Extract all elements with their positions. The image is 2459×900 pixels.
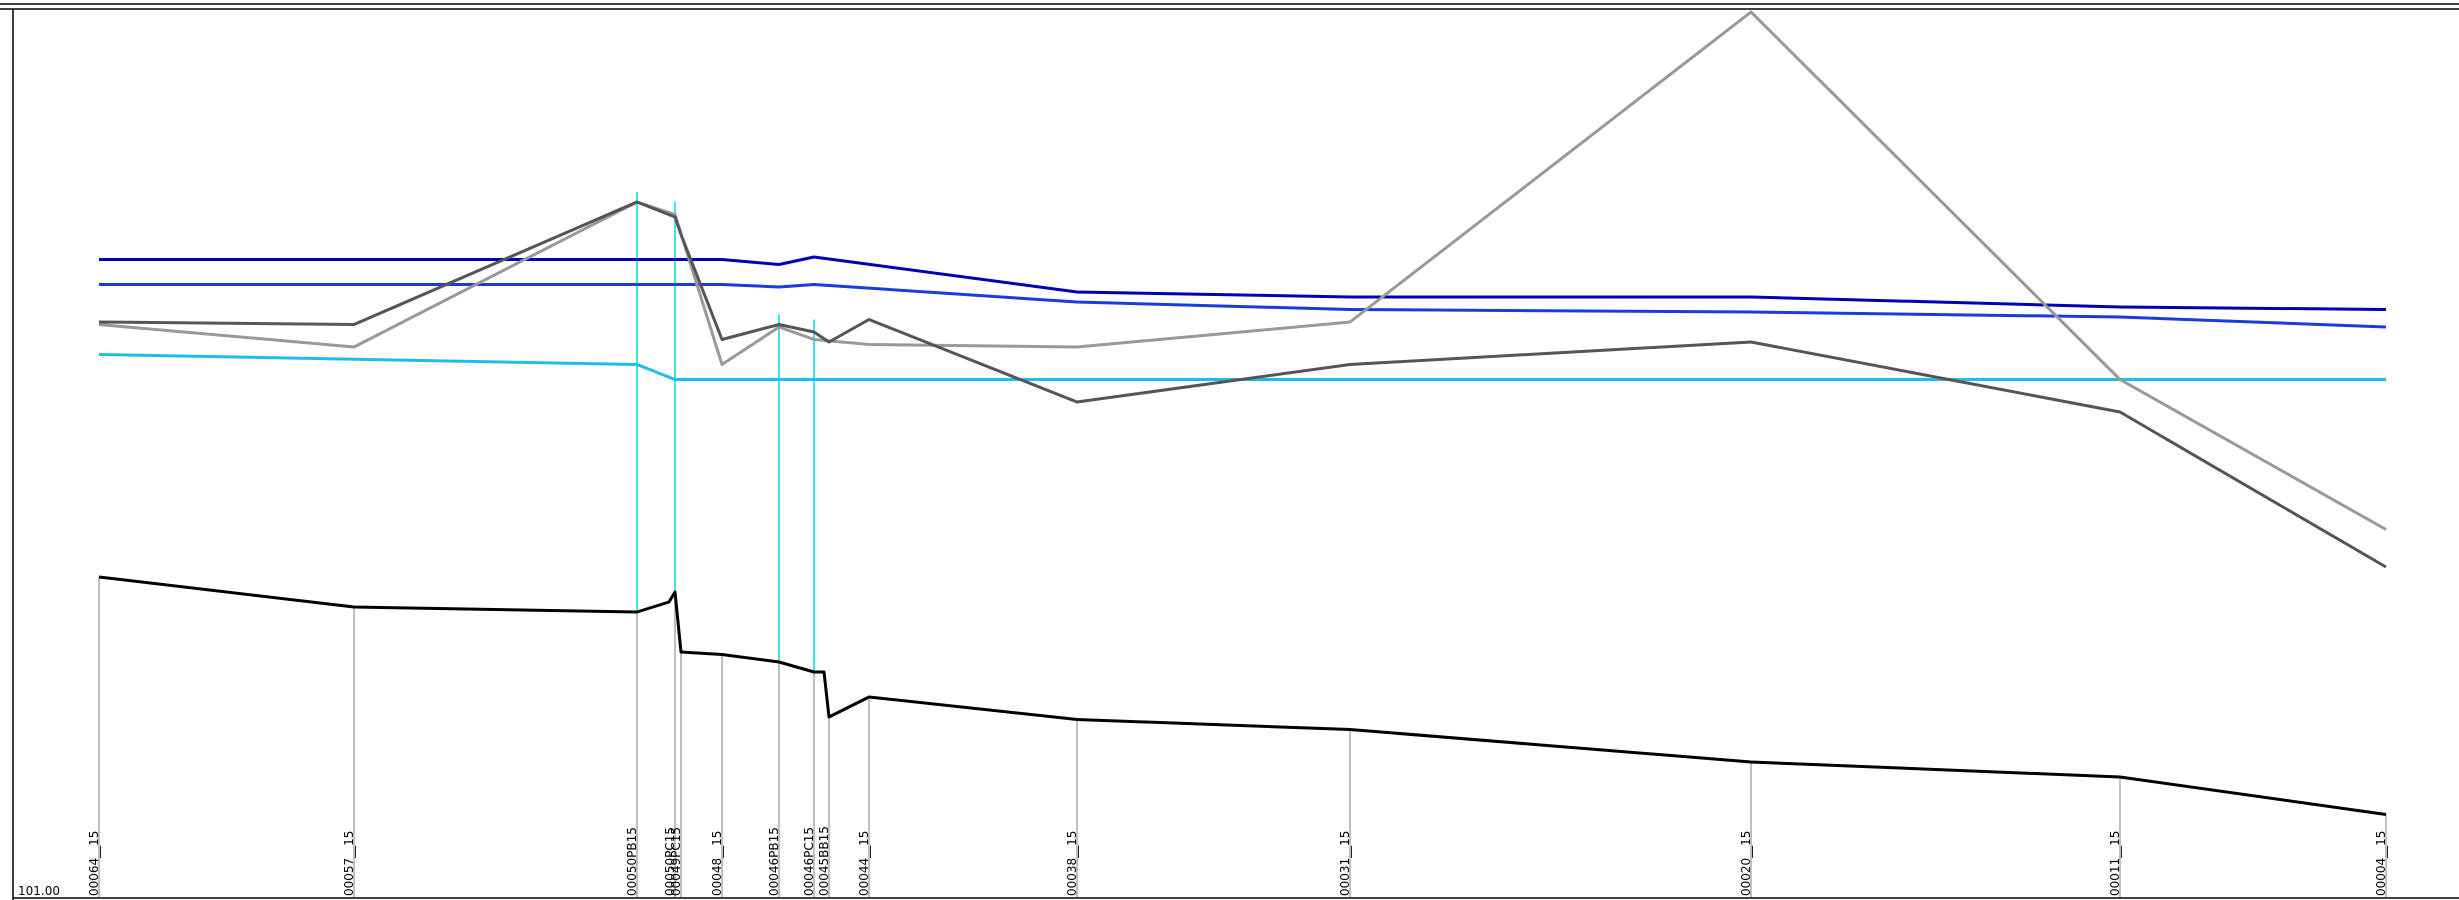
station-label: 00031__15	[1338, 831, 1352, 896]
station-label: 00046PC15	[802, 827, 816, 896]
series-layer	[98, 10, 2387, 816]
y-min-label: 101.00	[18, 884, 60, 898]
station-label: 00020__15	[1739, 831, 1753, 896]
station-label: 00011__15	[2108, 831, 2122, 896]
series-line-4	[98, 10, 2387, 531]
station-label: 00064__15	[87, 831, 101, 896]
station-label: 00038__15	[1065, 831, 1079, 896]
station-label: 00057__15	[342, 831, 356, 896]
vertical-markers	[636, 192, 815, 672]
station-label: 00050PC15	[663, 827, 677, 896]
station-label: 00050PB15	[625, 827, 639, 896]
station-label: 00045BB15	[817, 826, 831, 896]
series-line-6	[98, 575, 2387, 816]
station-label: 00044__15	[857, 831, 871, 896]
station-lines	[98, 577, 2387, 897]
station-labels: 00064__15 00057__15 00050PB15 00050PC150004…	[87, 826, 2388, 896]
frame	[0, 3, 2459, 900]
station-label: 00049PC15	[669, 827, 683, 896]
station-label: 00048__15	[710, 831, 724, 896]
station-label: 00004__15	[2374, 831, 2388, 896]
series-line-3	[98, 353, 2386, 381]
station-label: 00046PB15	[767, 827, 781, 896]
series-line-5	[98, 200, 2387, 569]
series-line-2	[99, 283, 2387, 329]
series-line-1	[99, 255, 2387, 311]
